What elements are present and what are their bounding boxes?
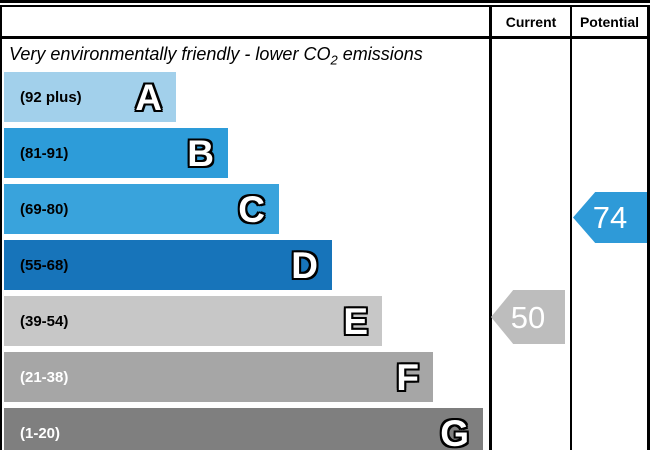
chart-title-subscript: 2	[330, 52, 338, 68]
band-letter: F	[396, 356, 419, 398]
current-arrow: 50	[491, 290, 565, 344]
potential-column-divider	[570, 5, 572, 450]
current-value: 50	[510, 299, 546, 335]
band-letter: B	[187, 132, 214, 174]
band-letter: A	[135, 76, 162, 118]
band-range-label: (1-20)	[20, 424, 61, 442]
band-row-d: (55-68) D	[4, 240, 332, 290]
band-letter: E	[343, 300, 368, 342]
header-bottom-line	[0, 36, 650, 39]
potential-column-header: Potential	[579, 13, 640, 30]
band-row-b: (81-91) B	[4, 128, 228, 178]
current-column-divider	[489, 5, 492, 450]
band-row-a: (92 plus) A	[4, 72, 176, 122]
band-letter: C	[238, 188, 265, 230]
potential-arrow: 74	[573, 192, 647, 243]
band-row-g: (1-20) G	[4, 408, 483, 450]
band-row-e: (39-54) E	[4, 296, 382, 346]
band-range-label: (39-54)	[20, 312, 69, 330]
band-range-label: (21-38)	[20, 368, 69, 386]
band-row-c: (69-80) C	[4, 184, 279, 234]
band-range-label: (92 plus)	[20, 88, 82, 106]
potential-value: 74	[592, 200, 628, 235]
current-column-header: Current	[505, 13, 557, 30]
chart-title-pre: Very environmentally friendly - lower CO	[9, 44, 331, 64]
band-letter: D	[291, 244, 318, 286]
left-border-line	[0, 5, 2, 450]
right-border-line	[647, 5, 650, 450]
band-range-label: (69-80)	[20, 200, 69, 218]
band-range-label: (55-68)	[20, 256, 69, 274]
chart-title: Very environmentally friendly - lower CO…	[9, 44, 423, 68]
band-row-f: (21-38) F	[4, 352, 433, 402]
band-range-label: (81-91)	[20, 144, 69, 162]
top-strip-line	[0, 0, 650, 3]
band-letter: G	[440, 412, 469, 450]
header-top-line	[0, 5, 650, 7]
chart-title-post: emissions	[337, 44, 423, 64]
